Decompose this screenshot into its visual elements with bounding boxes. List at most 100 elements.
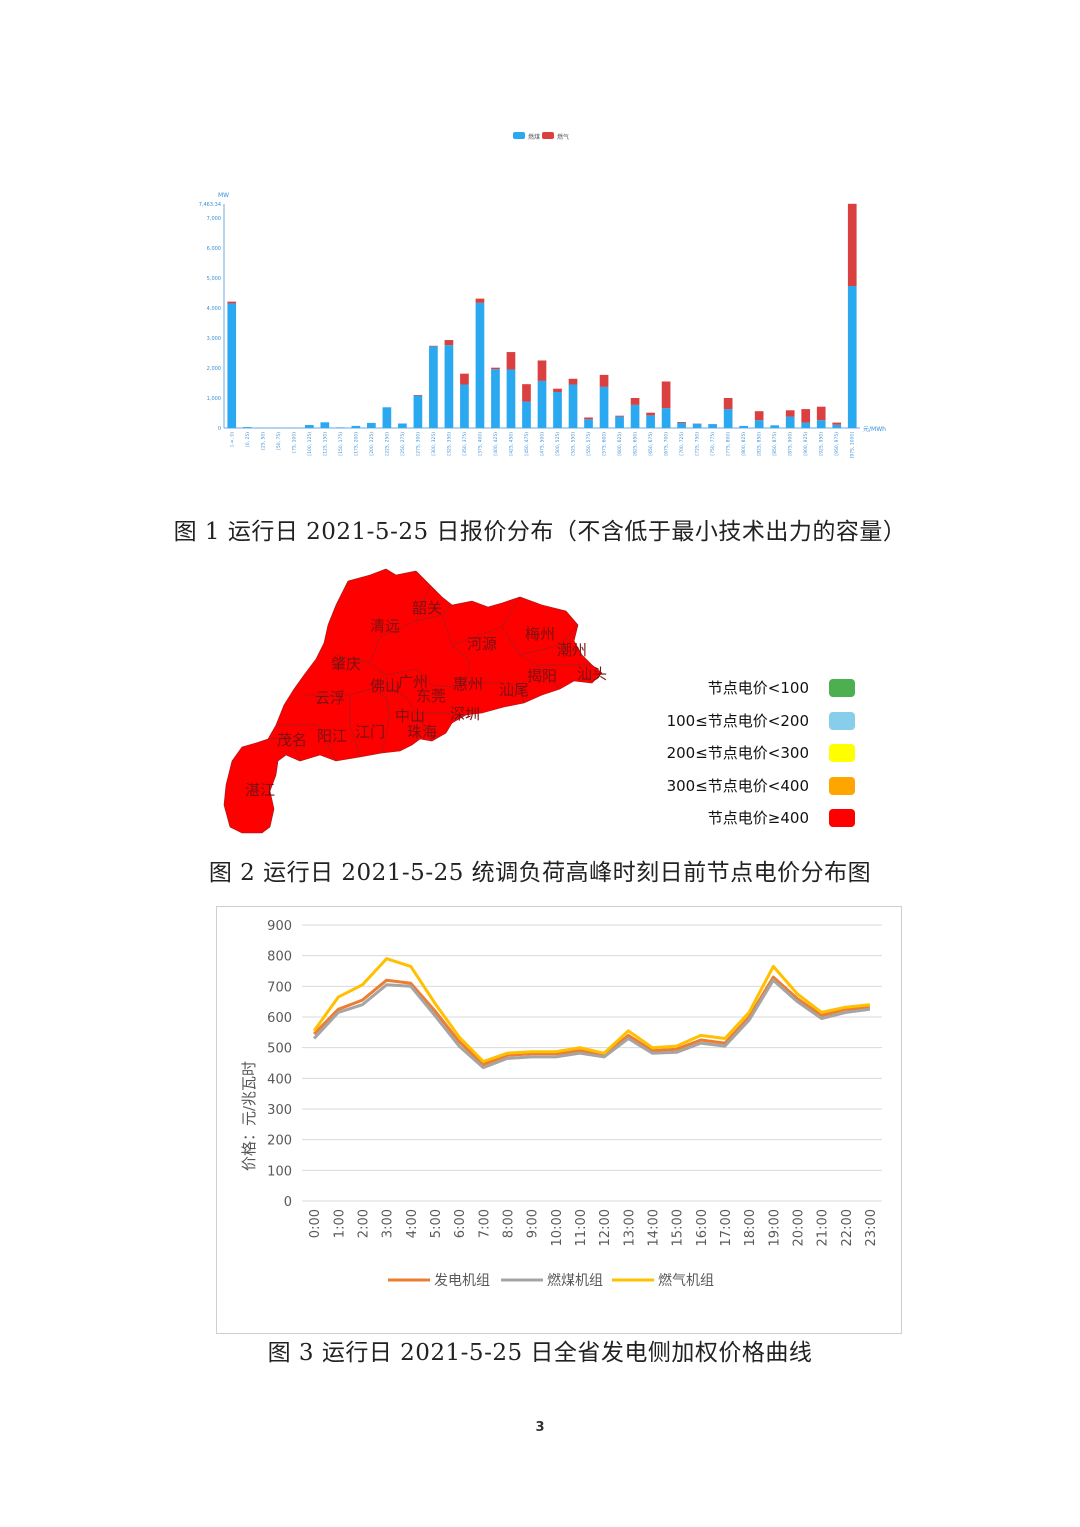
bar-coal: [816, 420, 826, 428]
bar-gas: [615, 415, 624, 417]
x-tick-label: [400, 425): [493, 432, 499, 456]
figure3-frame: [216, 906, 902, 1334]
bar-coal: [429, 346, 438, 428]
figure3-y-axis-label: 价格：元/兆瓦时: [240, 1061, 258, 1171]
legend-swatch: [829, 679, 855, 697]
bar-coal: [413, 395, 423, 428]
city-label: 江门: [355, 723, 385, 741]
city-label: 惠州: [453, 675, 483, 693]
x-tick-label: 5:00: [429, 1209, 444, 1238]
y-tick-label: 3,000: [207, 336, 221, 342]
bar-coal: [382, 407, 392, 428]
figure3-lines: [312, 957, 871, 1070]
x-tick-label: [300, 325): [431, 432, 437, 456]
legend-label: 燃气机组: [658, 1272, 714, 1289]
legend-swatch: [829, 711, 855, 730]
bar-gas: [723, 397, 733, 410]
bar-coal: [537, 380, 547, 428]
bar-gas: [754, 411, 764, 421]
bar-coal: [335, 427, 345, 428]
x-tick-label: 12:00: [598, 1209, 613, 1246]
bar-coal: [568, 384, 578, 428]
bar-gas: [661, 381, 671, 409]
bar-gas: [553, 388, 562, 392]
legend-item: 200≤节点电价<300: [640, 741, 855, 765]
bar-gas: [785, 410, 795, 417]
city-label: 潮州: [557, 641, 587, 659]
city-label: 河源: [467, 635, 497, 653]
bar-gas: [227, 301, 237, 304]
bar-gas: [568, 378, 578, 385]
x-tick-label: [200, 225): [369, 432, 375, 456]
city-label: 清远: [370, 617, 400, 635]
x-tick-label: 3:00: [381, 1209, 396, 1238]
figure3-caption: 图 3 运行日 2021-5-25 日全省发电侧加权价格曲线: [267, 1340, 813, 1366]
y-tick-label: 1,000: [207, 396, 221, 402]
line-coal-units: [313, 978, 871, 1070]
x-tick-label: 10:00: [550, 1209, 565, 1246]
x-tick-label: [425, 450): [508, 432, 514, 456]
bar-coal: [785, 416, 795, 428]
bar-coal: [708, 424, 717, 428]
page-number: 3: [535, 1420, 545, 1435]
x-tick-label: [525, 550): [571, 432, 577, 456]
y-tick-label: 6,000: [207, 246, 221, 252]
x-tick-label: [250, 275): [400, 432, 406, 456]
y-tick-label: 600: [267, 1011, 292, 1026]
x-tick-label: [775, 800): [726, 432, 732, 456]
x-tick-label: [450, 475): [524, 432, 530, 456]
bar-coal: [351, 425, 361, 428]
x-tick-label: [825, 850): [757, 432, 763, 456]
legend-item: 300≤节点电价<400: [640, 774, 855, 798]
y-tick-label: 0: [284, 1195, 292, 1210]
x-tick-label: [800, 825): [741, 432, 747, 456]
legend-swatch: [829, 744, 855, 762]
bar-coal: [304, 424, 314, 428]
x-tick-label: 21:00: [816, 1209, 831, 1246]
bar-gas: [444, 340, 454, 346]
figure1-caption: 图 1 运行日 2021-5-25 日报价分布（不含低于最小技术出力的容量）: [173, 519, 907, 545]
bar-coal: [367, 422, 376, 428]
x-tick-label: [375, 400): [477, 432, 483, 456]
x-tick-label: 11:00: [574, 1209, 589, 1246]
bar-coal: [475, 302, 485, 428]
x-tick-label: [750, 775): [710, 432, 716, 456]
bar-gas: [413, 394, 423, 396]
x-tick-label: [325, 350): [446, 432, 452, 456]
bar-gas: [522, 384, 531, 402]
legend-label-gas: 燃气: [557, 133, 569, 141]
x-tick-label: 17:00: [719, 1209, 734, 1246]
line-gas-units: [312, 957, 871, 1063]
legend-label: 发电机组: [434, 1273, 490, 1289]
figure2-caption: 图 2 运行日 2021-5-25 统调负荷高峰时刻日前节点电价分布图: [208, 860, 872, 886]
x-tick-label: 14:00: [646, 1209, 661, 1246]
city-label: 茂名: [277, 731, 307, 749]
figure1-bars: [227, 203, 857, 428]
x-tick-label: [900, 925): [803, 432, 809, 456]
y-tick-label: 7,000: [207, 216, 221, 222]
figure1-y-axis-unit: MW: [218, 192, 229, 199]
city-label: 汕头: [577, 665, 607, 683]
x-tick-label: [350, 375): [462, 432, 468, 456]
line-generation-units: [313, 975, 870, 1066]
bar-gas: [677, 421, 686, 423]
x-tick-label: [650, 675): [648, 432, 654, 456]
bar-coal: [615, 416, 624, 428]
x-tick-label: [500, 525): [555, 432, 561, 456]
bar-coal: [599, 386, 609, 428]
x-tick-label: [550, 575): [586, 432, 592, 456]
x-tick-label: 1:00: [332, 1209, 347, 1238]
x-tick-label: [700, 725): [679, 432, 685, 456]
legend-label: 300≤节点电价<400: [666, 776, 809, 795]
legend-label: 100≤节点电价<200: [666, 711, 809, 730]
legend-label-coal: 燃煤: [528, 133, 540, 141]
bar-coal: [630, 404, 640, 428]
x-tick-label: 20:00: [791, 1209, 806, 1246]
x-tick-label: [925, 950): [819, 432, 825, 456]
bar-gas: [832, 422, 842, 425]
legend-swatch: [829, 776, 855, 795]
figure3-legend: 发电机组 燃煤机组 燃气机组: [388, 1272, 714, 1289]
bar-gas: [584, 417, 593, 420]
bar-gas: [429, 345, 438, 347]
